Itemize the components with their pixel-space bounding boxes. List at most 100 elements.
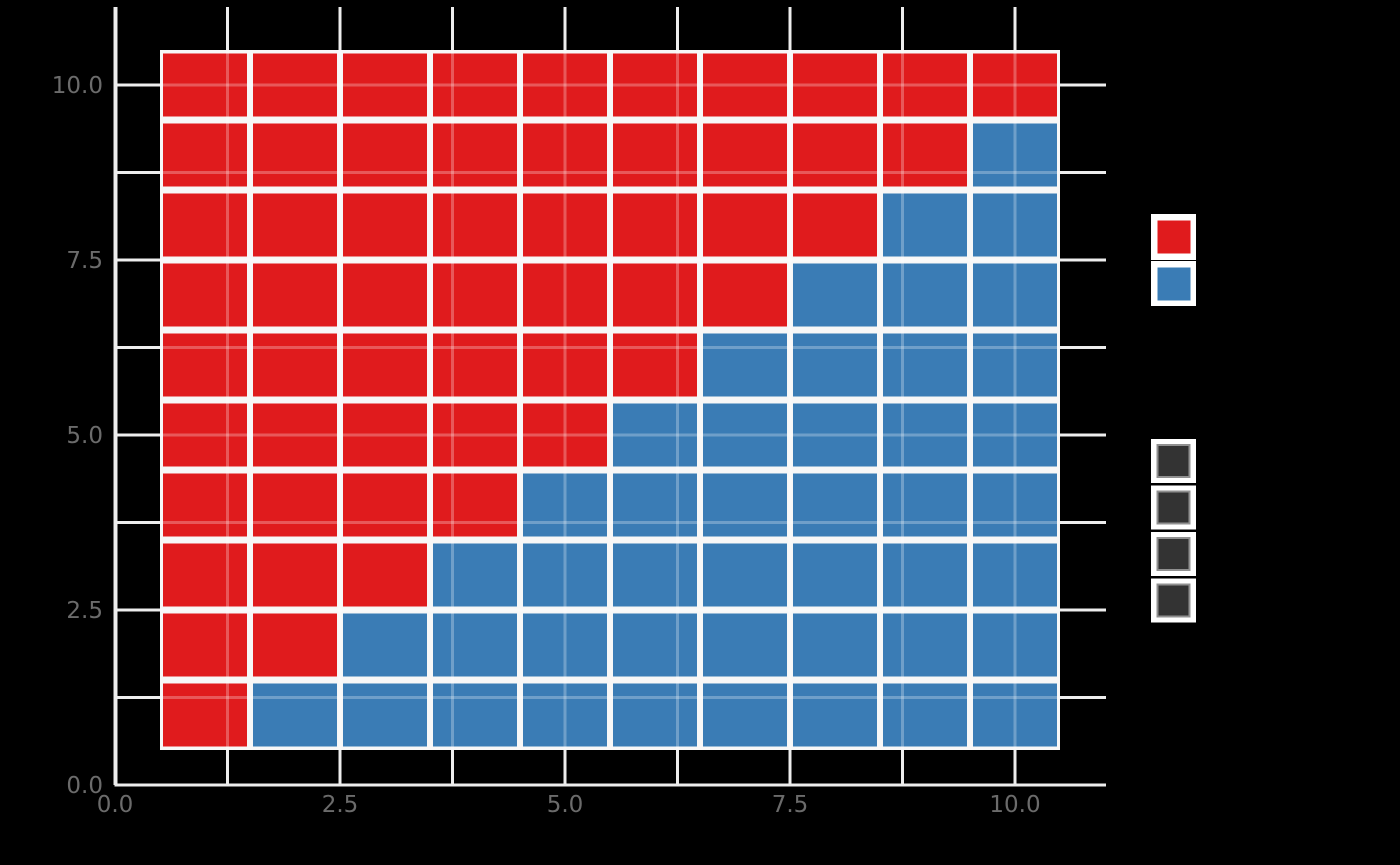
tile-red xyxy=(793,123,877,187)
tile-blue xyxy=(703,543,787,607)
tile-red xyxy=(613,53,697,117)
x-tick-label: 2.5 xyxy=(322,792,359,818)
tile-red xyxy=(163,613,247,677)
tile-red xyxy=(613,333,697,397)
tile-red xyxy=(703,193,787,257)
tile-red xyxy=(253,193,337,257)
tile-blue xyxy=(973,333,1057,397)
tile-red xyxy=(253,333,337,397)
tile-blue xyxy=(973,473,1057,537)
tile-blue xyxy=(793,333,877,397)
legend-color xyxy=(1151,214,1196,306)
tile-blue xyxy=(343,683,427,747)
tile-red xyxy=(163,263,247,327)
tile-blue xyxy=(523,543,607,607)
tile-red xyxy=(793,193,877,257)
tile-red xyxy=(343,123,427,187)
tile-blue xyxy=(973,683,1057,747)
tile-blue xyxy=(613,403,697,467)
tile-red xyxy=(523,123,607,187)
tile-blue xyxy=(793,543,877,607)
tile-blue xyxy=(523,613,607,677)
tile-red xyxy=(613,123,697,187)
tile-red xyxy=(703,263,787,327)
tile-red xyxy=(433,263,517,327)
tile-blue xyxy=(793,683,877,747)
tile-red xyxy=(343,263,427,327)
tile-blue xyxy=(883,193,967,257)
tile-blue xyxy=(973,403,1057,467)
tile-red xyxy=(253,613,337,677)
tile-blue xyxy=(973,123,1057,187)
tile-blue xyxy=(883,263,967,327)
tile-red xyxy=(433,333,517,397)
legend-swatch xyxy=(1157,267,1191,301)
tile-red xyxy=(253,543,337,607)
tile-blue xyxy=(883,403,967,467)
tile-red xyxy=(253,53,337,117)
tile-red xyxy=(433,53,517,117)
tile-blue xyxy=(703,613,787,677)
tile-red xyxy=(523,53,607,117)
tile-red xyxy=(433,403,517,467)
tile-grid xyxy=(160,50,1060,750)
tile-red xyxy=(253,263,337,327)
tile-blue xyxy=(883,473,967,537)
tile-blue xyxy=(433,613,517,677)
tile-blue xyxy=(973,193,1057,257)
tile-red xyxy=(343,193,427,257)
tile-blue xyxy=(433,543,517,607)
tile-blue xyxy=(433,683,517,747)
tile-red xyxy=(163,193,247,257)
tile-red xyxy=(613,263,697,327)
tile-blue xyxy=(613,683,697,747)
tile-red xyxy=(523,263,607,327)
y-tick-label: 5.0 xyxy=(66,423,103,449)
tile-blue xyxy=(793,403,877,467)
tile-blue xyxy=(883,333,967,397)
tile-blue xyxy=(793,263,877,327)
tile-red xyxy=(433,123,517,187)
tile-blue xyxy=(973,613,1057,677)
tile-blue xyxy=(703,403,787,467)
tile-red xyxy=(163,403,247,467)
tick-labels: 0.0 2.5 5.0 7.5 10.0 0.0 2.5 5.0 7.5 10.0 xyxy=(52,73,1041,818)
tile-blue xyxy=(883,613,967,677)
legend-swatch-dark xyxy=(1156,490,1191,525)
legend-secondary xyxy=(1151,439,1196,623)
tile-blue xyxy=(973,263,1057,327)
tile-red xyxy=(163,53,247,117)
legend-swatch-dark xyxy=(1156,537,1191,571)
tile-red xyxy=(523,193,607,257)
tile-red xyxy=(343,543,427,607)
tile-red xyxy=(163,543,247,607)
tile-red xyxy=(343,473,427,537)
tile-red xyxy=(523,403,607,467)
tile-blue xyxy=(613,613,697,677)
tile-blue xyxy=(793,473,877,537)
tile-red xyxy=(973,53,1057,117)
tile-red xyxy=(433,473,517,537)
tile-blue xyxy=(703,683,787,747)
tile-red xyxy=(433,193,517,257)
tile-blue xyxy=(793,613,877,677)
tile-red xyxy=(163,473,247,537)
tile-blue xyxy=(523,683,607,747)
legend-swatch-dark xyxy=(1156,583,1191,618)
tile-blue xyxy=(523,473,607,537)
y-tick-label: 10.0 xyxy=(52,73,103,99)
tile-red xyxy=(703,53,787,117)
tile-red xyxy=(253,473,337,537)
x-tick-label: 10.0 xyxy=(989,792,1040,818)
tile-blue xyxy=(613,543,697,607)
y-tick-label: 0.0 xyxy=(66,773,103,799)
tile-red xyxy=(343,333,427,397)
legend-swatch-dark xyxy=(1156,444,1191,478)
x-tick-label: 0.0 xyxy=(97,792,134,818)
tile-red xyxy=(883,53,967,117)
tile-red xyxy=(703,123,787,187)
tile-blue xyxy=(703,333,787,397)
tile-red xyxy=(253,123,337,187)
